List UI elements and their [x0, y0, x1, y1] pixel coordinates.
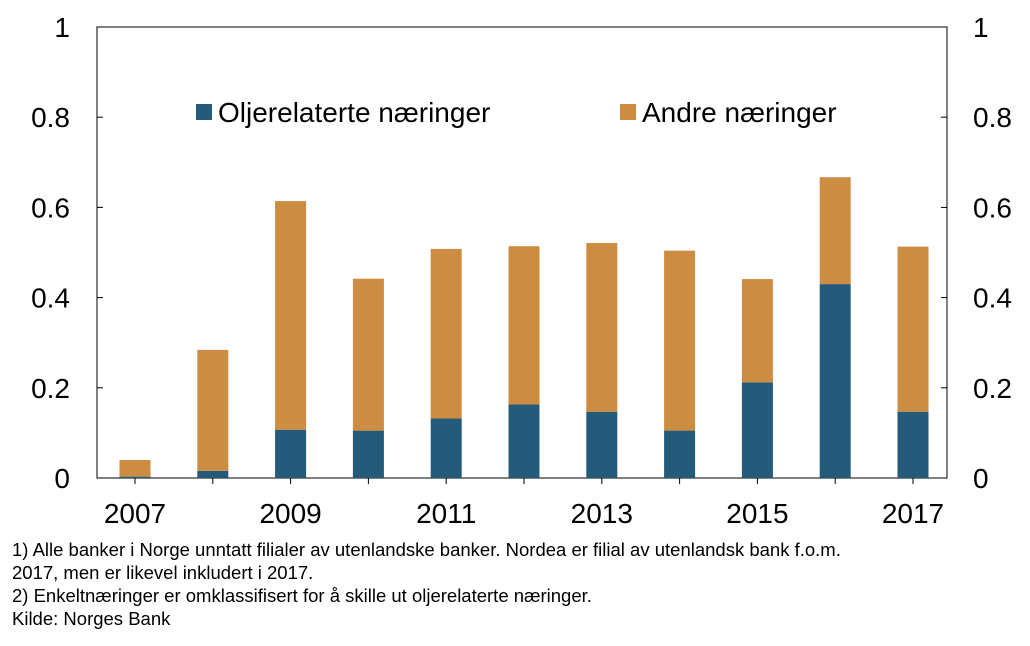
footnotes: 1) Alle banker i Norge unntatt filialer …	[12, 538, 1022, 630]
bar-2008-series-2	[197, 349, 229, 471]
y-tick-label-left: 0.8	[31, 102, 70, 133]
bar-2009-series-2	[275, 201, 307, 430]
y-tick-label-left: 0.6	[31, 192, 70, 223]
y-tick-label-right: 0.8	[973, 102, 1012, 133]
bar-2013-series-1	[586, 411, 618, 478]
bar-2015-series-1	[741, 382, 773, 478]
y-tick-label-left: 1	[54, 12, 70, 43]
legend-label-2: Andre næringer	[642, 97, 837, 128]
footnote-2: 2) Enkeltnæringer er omklassifisert for …	[12, 585, 592, 606]
bar-2007-series-2	[119, 460, 151, 477]
y-tick-label-right: 0.4	[973, 283, 1012, 314]
y-tick-label-right: 0.2	[973, 373, 1012, 404]
bar-2017-series-2	[897, 246, 929, 412]
chart: 0 0 0.2 0.2 0.4 0.4 0.6 0.6 0.8 0.8 1 1 2007 2009 2011…	[31, 12, 1012, 529]
legend-swatch-1	[196, 104, 212, 120]
x-tick-label-2015: 2015	[726, 498, 788, 529]
bar-2017-series-1	[897, 411, 929, 478]
bar-2009-series-1	[275, 429, 307, 478]
x-tick-label-2007: 2007	[104, 498, 166, 529]
bar-2012-series-1	[508, 404, 540, 478]
y-tick-label-right: 0.6	[973, 192, 1012, 223]
x-tick-label-2011: 2011	[416, 498, 476, 529]
bar-2016-series-1	[819, 284, 851, 478]
bar-2011-series-2	[430, 248, 462, 419]
footnote-1-cont: 2017, men er likevel inkludert i 2017.	[12, 562, 314, 583]
bar-2014-series-1	[664, 430, 696, 478]
y-tick-label-left: 0.2	[31, 373, 70, 404]
y-tick-label-left: 0	[54, 463, 70, 494]
bars	[119, 177, 929, 478]
bar-2012-series-2	[508, 246, 540, 405]
y-tick-label-right: 0	[973, 463, 989, 494]
legend: Oljerelaterte næringer Andre næringer	[196, 97, 837, 128]
bar-2013-series-2	[586, 243, 618, 412]
y-tick-label-right: 1	[973, 12, 989, 43]
bar-2014-series-2	[664, 250, 696, 431]
bar-2016-series-2	[819, 177, 851, 285]
legend-swatch-2	[620, 104, 636, 120]
bar-2011-series-1	[430, 418, 462, 478]
bar-2007-series-1	[119, 476, 151, 478]
x-tick-label-2009: 2009	[259, 498, 321, 529]
bar-2015-series-2	[741, 279, 773, 383]
x-tick-label-2013: 2013	[571, 498, 633, 529]
x-tick-label-2017: 2017	[882, 498, 944, 529]
y-tick-label-left: 0.4	[31, 283, 70, 314]
legend-label-1: Oljerelaterte næringer	[218, 97, 490, 128]
source-note: Kilde: Norges Bank	[12, 608, 171, 629]
footnote-1: 1) Alle banker i Norge unntatt filialer …	[12, 539, 841, 560]
bar-2008-series-1	[197, 470, 229, 478]
bar-2010-series-2	[352, 278, 384, 431]
axes: 0 0 0.2 0.2 0.4 0.4 0.6 0.6 0.8 0.8 1 1 2007 2009 2011…	[31, 12, 1012, 529]
bar-2010-series-1	[352, 430, 384, 478]
